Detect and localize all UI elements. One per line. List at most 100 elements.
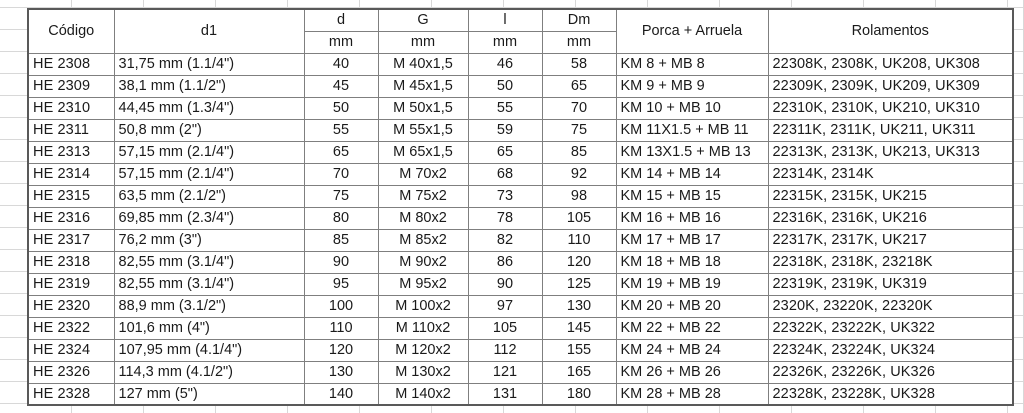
table-cell-g: M 45x1,5: [377, 74, 469, 98]
table-cell-codigo: HE 2313: [27, 140, 115, 164]
unit-header-l: mm: [467, 30, 543, 54]
table-cell-d: 120: [303, 338, 379, 362]
table-row: HE 2324 107,95 mm (4.1/4") 120 M 120x2 112 15…: [27, 338, 1014, 362]
table-cell-d1: 38,1 mm (1.1/2"): [113, 74, 305, 98]
table-cell-d: 140: [303, 382, 379, 406]
table-cell-rolamentos: 22310K, 2310K, UK210, UK310: [767, 96, 1014, 120]
table-cell-porca-arruela: KM 16 + MB 16: [615, 206, 769, 230]
table-row: HE 2309 38,1 mm (1.1/2") 45 M 45x1,5 50 65 KM …: [27, 74, 1014, 98]
table-cell-codigo: HE 2320: [27, 294, 115, 318]
table-cell-rolamentos: 22319K, 2319K, UK319: [767, 272, 1014, 296]
table-row: HE 2308 31,75 mm (1.1/4") 40 M 40x1,5 46 58 KM…: [27, 52, 1014, 76]
table-cell-codigo: HE 2324: [27, 338, 115, 362]
table-cell-d: 65: [303, 140, 379, 164]
table-cell-d1: 82,55 mm (3.1/4"): [113, 250, 305, 274]
table-cell-dm: 58: [541, 52, 617, 76]
table-cell-codigo: HE 2328: [27, 382, 115, 406]
table-cell-d: 40: [303, 52, 379, 76]
table-cell-porca-arruela: KM 24 + MB 24: [615, 338, 769, 362]
table-cell-l: 68: [467, 162, 543, 186]
table-cell-l: 46: [467, 52, 543, 76]
table-cell-g: M 120x2: [377, 338, 469, 362]
table-row: HE 2328 127 mm (5") 140 M 140x2 131 180 KM 28 …: [27, 382, 1014, 406]
table-cell-g: M 55x1,5: [377, 118, 469, 142]
table-cell-dm: 145: [541, 316, 617, 340]
table-cell-d: 110: [303, 316, 379, 340]
unit-header-g: mm: [377, 30, 469, 54]
table-cell-dm: 130: [541, 294, 617, 318]
table-cell-rolamentos: 22314K, 2314K: [767, 162, 1014, 186]
unit-header-dm: mm: [541, 30, 617, 54]
table-cell-g: M 65x1,5: [377, 140, 469, 164]
table-cell-l: 112: [467, 338, 543, 362]
table-cell-porca-arruela: KM 19 + MB 19: [615, 272, 769, 296]
table-cell-g: M 70x2: [377, 162, 469, 186]
table-cell-rolamentos: 22308K, 2308K, UK208, UK308: [767, 52, 1014, 76]
header-row-units: mm mm mm mm: [28, 30, 1013, 54]
table-cell-d1: 127 mm (5"): [113, 382, 305, 406]
table-cell-rolamentos: 22316K, 2316K, UK216: [767, 206, 1014, 230]
table-cell-d1: 107,95 mm (4.1/4"): [113, 338, 305, 362]
table-cell-porca-arruela: KM 10 + MB 10: [615, 96, 769, 120]
table-cell-codigo: HE 2308: [27, 52, 115, 76]
column-header-d1: d1: [113, 8, 305, 54]
table-cell-rolamentos: 22322K, 23222K, UK322: [767, 316, 1014, 340]
table-cell-d: 100: [303, 294, 379, 318]
table-cell-rolamentos: 22324K, 23224K, UK324: [767, 338, 1014, 362]
table-cell-d1: 76,2 mm (3"): [113, 228, 305, 252]
table-cell-d1: 88,9 mm (3.1/2"): [113, 294, 305, 318]
table-cell-l: 73: [467, 184, 543, 208]
unit-header-d: mm: [303, 30, 379, 54]
table-row: HE 2316 69,85 mm (2.3/4") 80 M 80x2 78 105 KM …: [27, 206, 1014, 230]
table-cell-dm: 120: [541, 250, 617, 274]
column-header-dm: Dm: [541, 8, 617, 32]
table-cell-d: 95: [303, 272, 379, 296]
table-cell-porca-arruela: KM 9 + MB 9: [615, 74, 769, 98]
table-cell-g: M 130x2: [377, 360, 469, 384]
table-cell-dm: 92: [541, 162, 617, 186]
table-cell-d: 85: [303, 228, 379, 252]
specification-table-container: Código d1 d G l Dm Porca + Arruela Rolam…: [27, 8, 1014, 406]
table-cell-porca-arruela: KM 15 + MB 15: [615, 184, 769, 208]
table-row: HE 2313 57,15 mm (2.1/4") 65 M 65x1,5 65 85 KM…: [27, 140, 1014, 164]
table-cell-codigo: HE 2318: [27, 250, 115, 274]
table-cell-dm: 105: [541, 206, 617, 230]
table-cell-l: 105: [467, 316, 543, 340]
table-cell-g: M 50x1,5: [377, 96, 469, 120]
table-cell-dm: 180: [541, 382, 617, 406]
table-cell-rolamentos: 22311K, 2311K, UK211, UK311: [767, 118, 1014, 142]
table-cell-codigo: HE 2319: [27, 272, 115, 296]
table-cell-g: M 40x1,5: [377, 52, 469, 76]
table-cell-d: 130: [303, 360, 379, 384]
table-cell-porca-arruela: KM 20 + MB 20: [615, 294, 769, 318]
table-cell-rolamentos: 22315K, 2315K, UK215: [767, 184, 1014, 208]
table-cell-g: M 100x2: [377, 294, 469, 318]
column-header-g: G: [377, 8, 469, 32]
table-cell-d: 75: [303, 184, 379, 208]
table-cell-d: 70: [303, 162, 379, 186]
table-cell-rolamentos: 22318K, 2318K, 23218K: [767, 250, 1014, 274]
column-header-codigo: Código: [27, 8, 115, 54]
table-cell-g: M 95x2: [377, 272, 469, 296]
table-cell-rolamentos: 2320K, 23220K, 22320K: [767, 294, 1014, 318]
table-row: HE 2311 50,8 mm (2") 55 M 55x1,5 59 75 KM 11X1…: [27, 118, 1014, 142]
table-cell-l: 82: [467, 228, 543, 252]
table-cell-d: 80: [303, 206, 379, 230]
table-body: HE 2308 31,75 mm (1.1/4") 40 M 40x1,5 46 58 KM…: [27, 52, 1014, 406]
table-row: HE 2326 114,3 mm (4.1/2") 130 M 130x2 121 165…: [27, 360, 1014, 384]
table-cell-g: M 140x2: [377, 382, 469, 406]
table-cell-d1: 69,85 mm (2.3/4"): [113, 206, 305, 230]
table-row: HE 2319 82,55 mm (3.1/4") 95 M 95x2 90 125 KM …: [27, 272, 1014, 296]
table-cell-l: 78: [467, 206, 543, 230]
table-cell-dm: 110: [541, 228, 617, 252]
table-cell-l: 121: [467, 360, 543, 384]
table-cell-d1: 31,75 mm (1.1/4"): [113, 52, 305, 76]
table-row: HE 2320 88,9 mm (3.1/2") 100 M 100x2 97 130 KM…: [27, 294, 1014, 318]
table-cell-dm: 165: [541, 360, 617, 384]
table-cell-d1: 82,55 mm (3.1/4"): [113, 272, 305, 296]
table-cell-d: 90: [303, 250, 379, 274]
table-cell-porca-arruela: KM 8 + MB 8: [615, 52, 769, 76]
table-cell-codigo: HE 2314: [27, 162, 115, 186]
table-cell-l: 97: [467, 294, 543, 318]
table-cell-d: 50: [303, 96, 379, 120]
